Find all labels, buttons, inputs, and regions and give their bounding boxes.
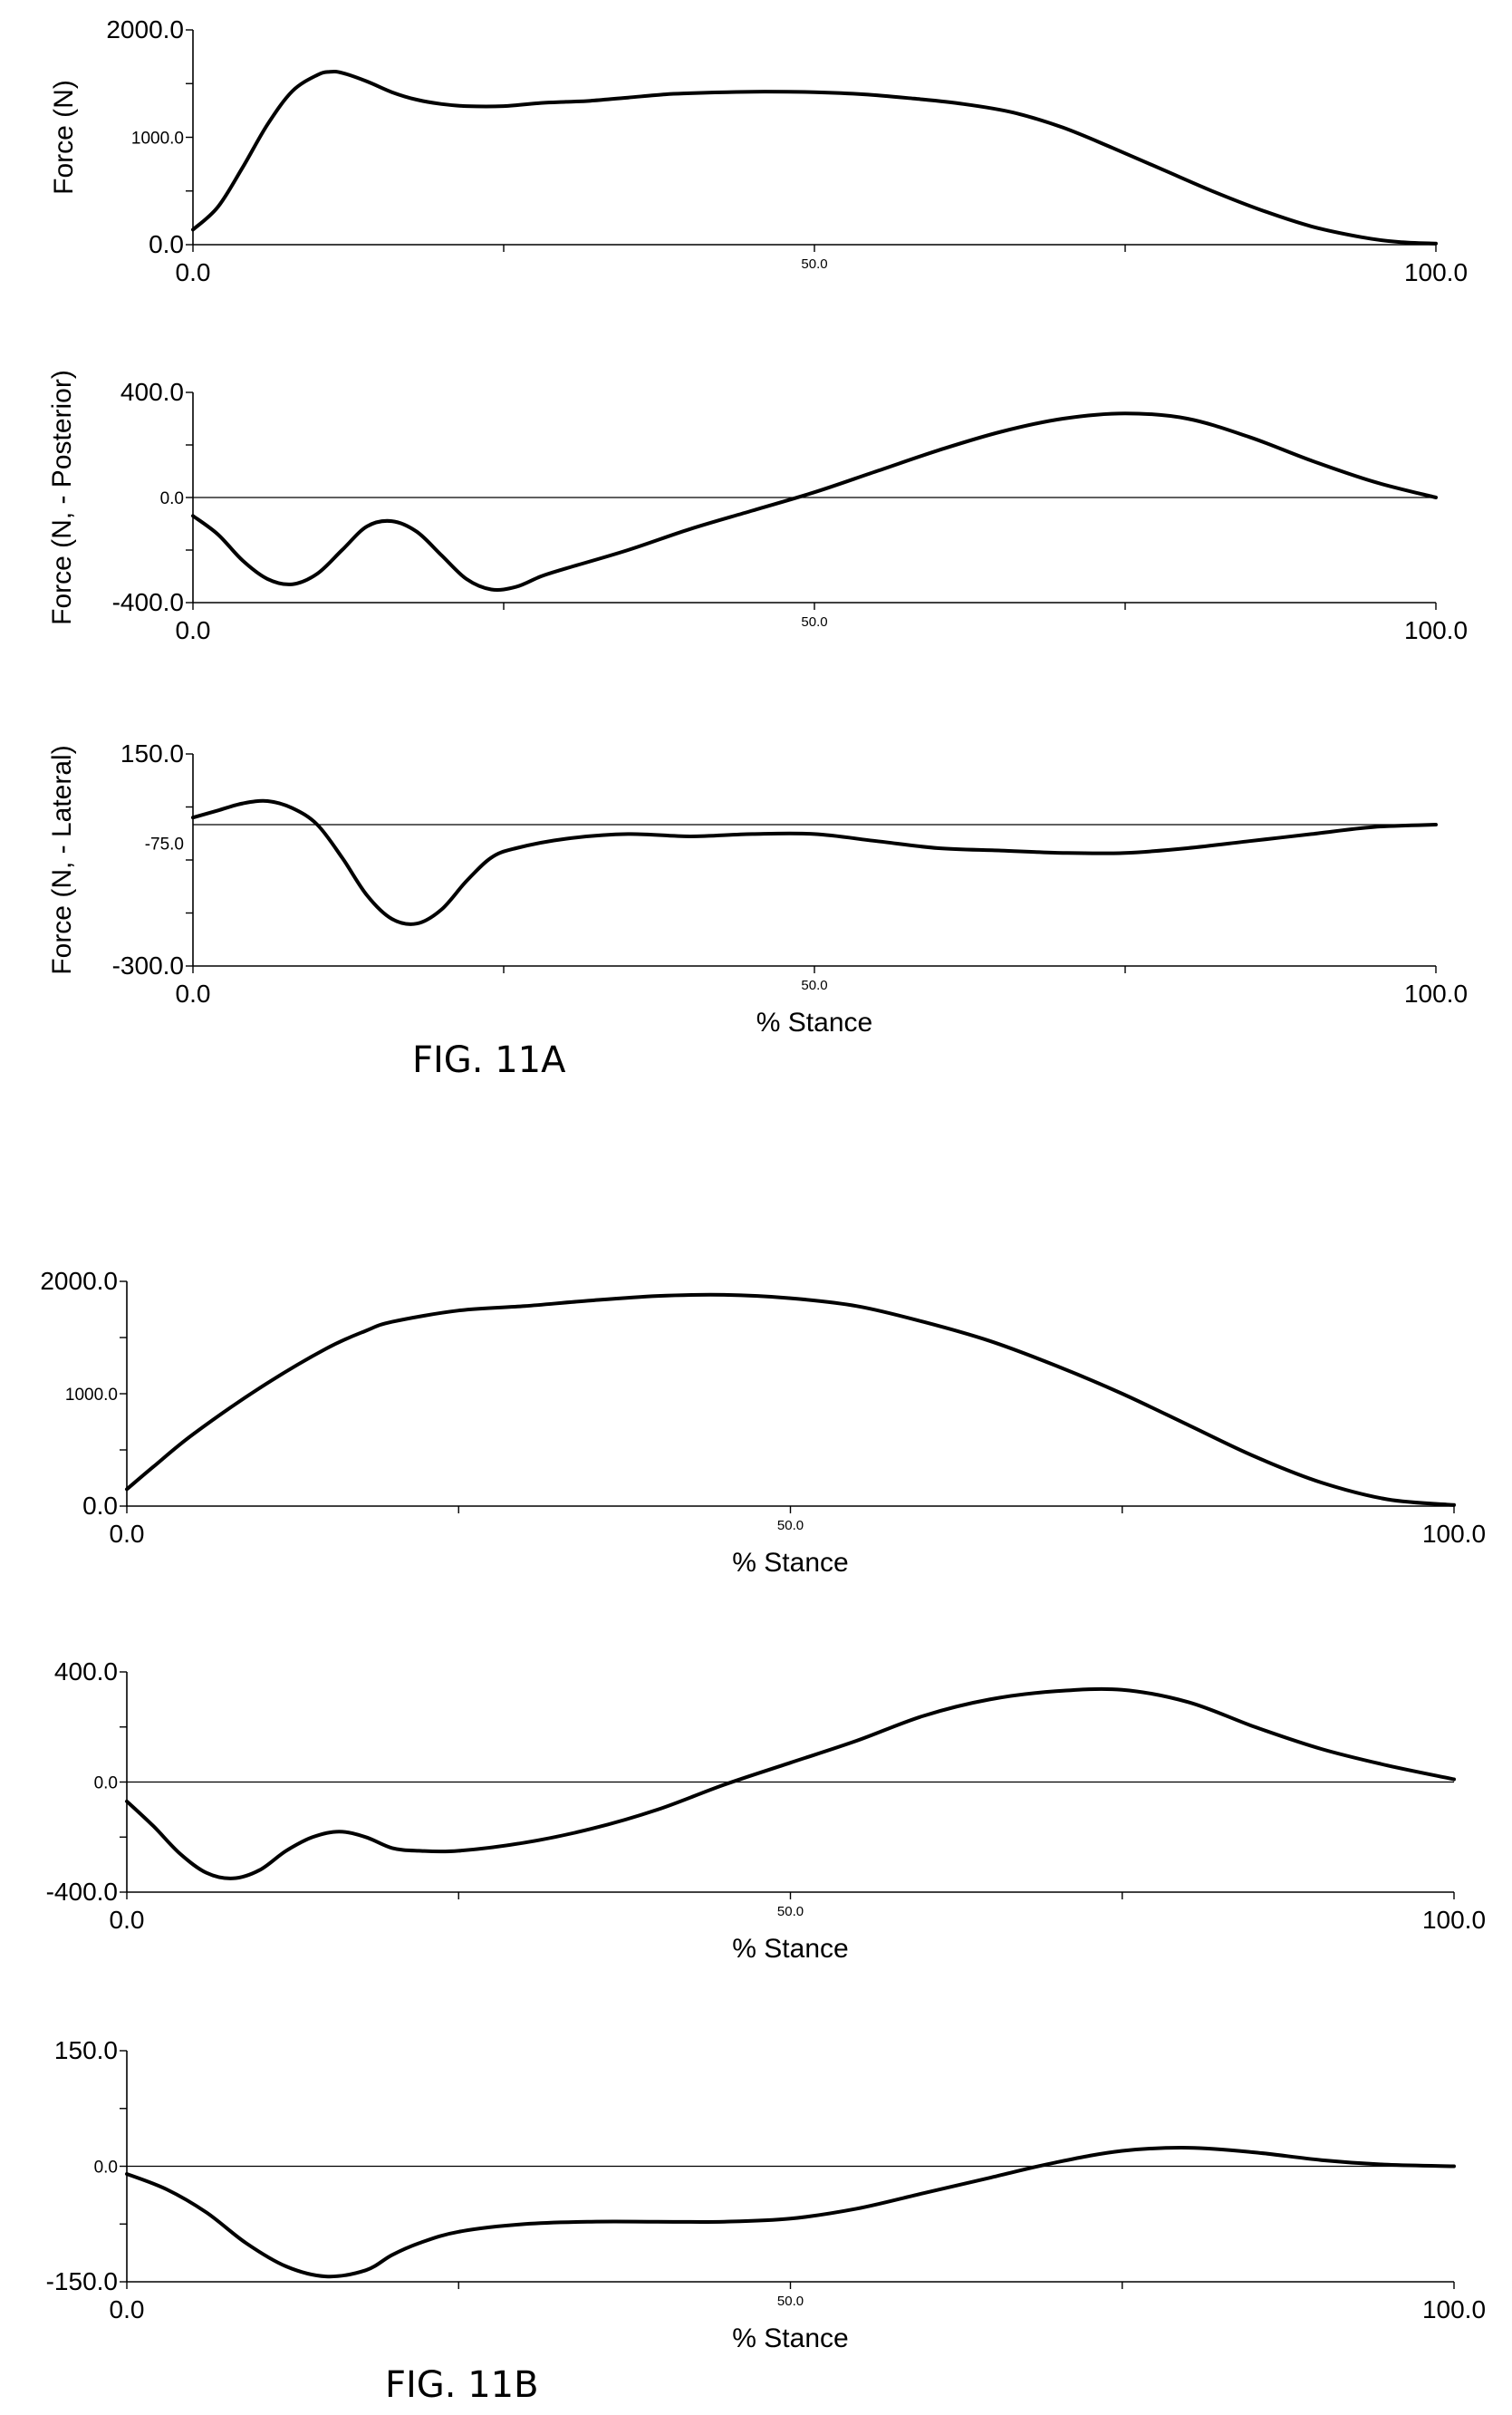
x-tick-label: 100.0: [1404, 258, 1468, 286]
series-line-a3: [191, 798, 1438, 926]
y-tick-label: 0.0: [160, 489, 184, 508]
y-tick-label: -75.0: [145, 835, 184, 854]
y-tick-label: 1000.0: [131, 130, 184, 149]
x-tick-label: 0.0: [176, 980, 211, 1008]
y-tick-label: -400.0: [46, 1878, 118, 1906]
y-tick-label: 0.0: [94, 1774, 118, 1793]
y-tick-label: 0.0: [149, 230, 184, 258]
x-tick-label: 100.0: [1404, 616, 1468, 644]
x-axis-title: % Stance: [732, 2323, 848, 2353]
series-line-b1: [125, 1292, 1456, 1507]
y-tick-label: -300.0: [112, 952, 184, 980]
x-tick-label: 0.0: [110, 1520, 145, 1548]
x-tick-label: 50.0: [777, 1904, 804, 1919]
y-tick-label: 0.0: [82, 1492, 118, 1520]
x-tick-label: 0.0: [110, 2295, 145, 2323]
x-axis-title: % Stance: [732, 1934, 848, 1964]
y-tick-label: 2000.0: [40, 1267, 118, 1295]
y-tick-label: 400.0: [120, 378, 184, 406]
y-axis-title: Force (N): [49, 80, 79, 195]
y-axis-title: Force (N, - Lateral): [47, 745, 77, 974]
series-line-a2: [191, 411, 1438, 593]
y-tick-label: -400.0: [112, 588, 184, 616]
x-tick-label: 100.0: [1422, 1520, 1486, 1548]
x-tick-label: 100.0: [1404, 980, 1468, 1008]
x-tick-label: 50.0: [801, 256, 827, 272]
chart-a3: 150.0 -75.0 -300.00.0 50.0 100.0 % Stance Forc…: [47, 739, 1468, 1038]
x-tick-label: 50.0: [777, 1518, 804, 1533]
x-tick-label: 50.0: [777, 2294, 804, 2309]
x-tick-label: 100.0: [1422, 2295, 1486, 2323]
chart-b1: 2000.0 1000.0 0.00.0 50.0 100.0 % Stance: [40, 1267, 1486, 1578]
x-axis-title: % Stance: [756, 1008, 872, 1038]
y-tick-label: 150.0: [54, 2036, 118, 2064]
y-tick-label: 150.0: [120, 739, 184, 768]
series-line-a1: [191, 69, 1438, 246]
y-tick-label: -150.0: [46, 2267, 118, 2295]
y-tick-label: 0.0: [94, 2159, 118, 2178]
x-tick-label: 0.0: [110, 1906, 145, 1934]
x-tick-label: 100.0: [1422, 1906, 1486, 1934]
x-axis-title: % Stance: [732, 1548, 848, 1578]
series-line-b3: [125, 2146, 1456, 2279]
x-tick-label: 0.0: [176, 616, 211, 644]
y-tick-label: 2000.0: [106, 15, 184, 43]
x-tick-label: 50.0: [801, 614, 827, 630]
y-axis-title: Force (N, - Posterior): [47, 370, 77, 625]
x-tick-label: 50.0: [801, 978, 827, 993]
y-tick-label: 1000.0: [65, 1386, 118, 1405]
chart-a1: 2000.0 1000.0 0.00.0 50.0 100.0 Force (N): [49, 15, 1468, 286]
chart-b3: 150.00.0-150.00.0 50.0 100.0% Stance: [46, 2036, 1486, 2353]
caption-fig-11b: FIG. 11B: [385, 2364, 539, 2406]
y-tick-label: 400.0: [54, 1657, 118, 1686]
series-line-b2: [125, 1686, 1456, 1880]
x-tick-label: 0.0: [176, 258, 211, 286]
chart-b2: 400.00.0-400.00.0 50.0 100.0% Stance: [46, 1657, 1486, 1964]
caption-fig-11a: FIG. 11A: [412, 1039, 566, 1081]
